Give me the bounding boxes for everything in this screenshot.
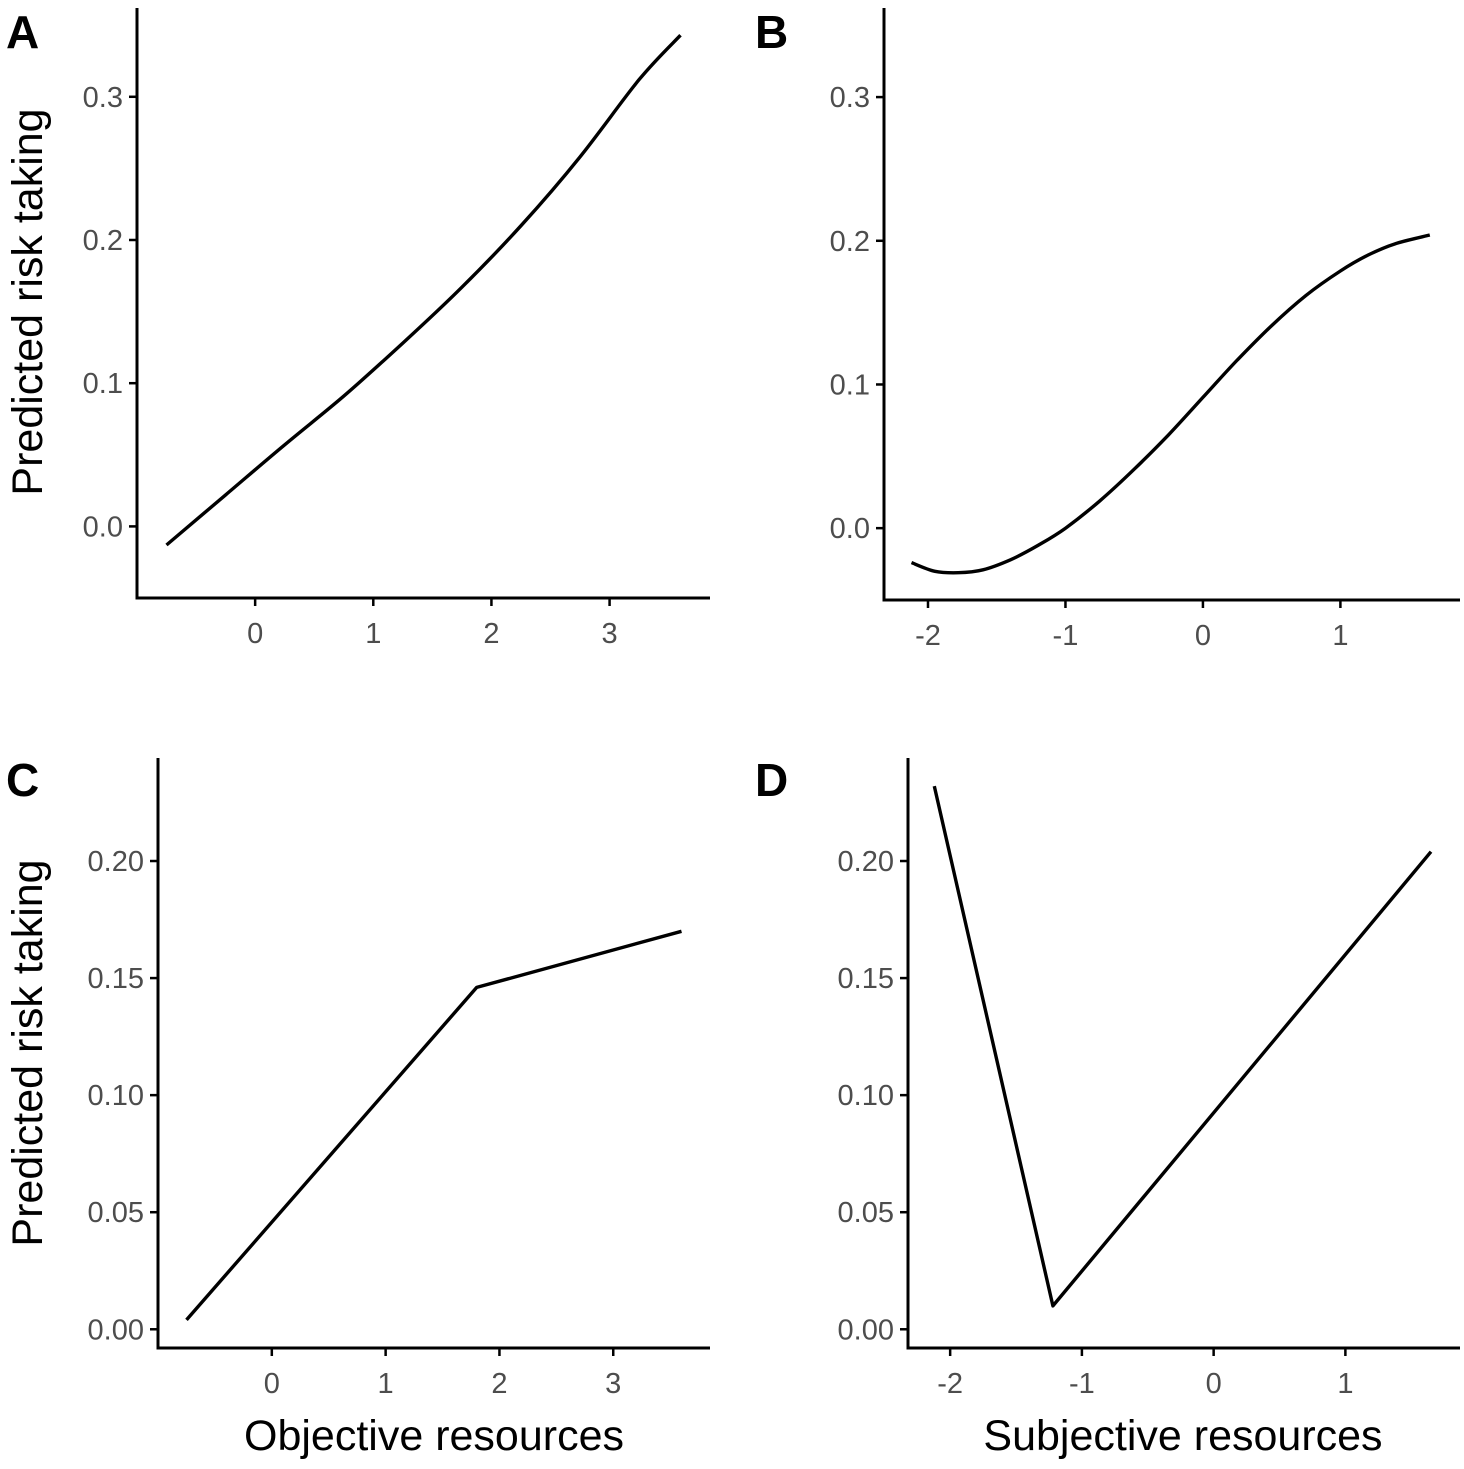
x-tick-label: 1 — [1332, 620, 1348, 652]
panel-c: C 0.00 0.05 0.10 0.15 0.20 0 1 2 3 — [6, 754, 710, 1400]
x-tick-label: 1 — [365, 618, 381, 650]
panel-letter: A — [6, 6, 39, 58]
panel-a: A 0.0 0.1 0.2 0.3 0 1 2 3 — [6, 6, 710, 650]
y-tick-label: 0.1 — [830, 369, 870, 401]
panel-b: B 0.0 0.1 0.2 0.3 -2 -1 0 1 — [755, 6, 1460, 652]
y-tick-label: 0.0 — [830, 513, 870, 545]
y-tick-label: 0.10 — [88, 1080, 144, 1112]
series-line — [910, 233, 1431, 575]
y-tick-label: 0.3 — [830, 82, 870, 114]
x-tick-label: -2 — [915, 620, 941, 652]
x-tick-label: 3 — [602, 618, 618, 650]
y-tick-label: 0.10 — [838, 1080, 894, 1112]
x-tick-label: -1 — [1053, 620, 1079, 652]
y-axis-title-bottom: Predicted risk taking — [4, 859, 52, 1246]
series-line — [165, 34, 682, 547]
panel-letter: D — [755, 754, 788, 806]
y-tick-label: 0.1 — [83, 368, 123, 400]
y-tick-label: 0.2 — [83, 225, 123, 257]
panel-letter: C — [6, 754, 39, 806]
y-tick-label: 0.00 — [88, 1314, 144, 1346]
x-tick-label: 3 — [605, 1368, 621, 1400]
x-tick-label: 0 — [264, 1368, 280, 1400]
y-tick-label: 0.05 — [838, 1197, 894, 1229]
x-axis-title-subjective: Subjective resources — [983, 1412, 1382, 1460]
y-tick-label: 0.0 — [83, 511, 123, 543]
y-tick-label: 0.20 — [838, 846, 894, 878]
panel-letter: B — [755, 6, 788, 58]
x-tick-label: -2 — [937, 1368, 963, 1400]
x-tick-label: -1 — [1069, 1368, 1095, 1400]
y-tick-label: 0.20 — [88, 846, 144, 878]
y-tick-label: 0.15 — [838, 963, 894, 995]
x-axis-title-objective: Objective resources — [244, 1412, 624, 1460]
y-axis-title-top: Predicted risk taking — [4, 108, 52, 495]
y-tick-label: 0.05 — [88, 1197, 144, 1229]
x-tick-label: 2 — [491, 1368, 507, 1400]
series-line — [932, 785, 1433, 1308]
panel-d: D 0.00 0.05 0.10 0.15 0.20 -2 -1 0 1 — [755, 754, 1460, 1400]
y-tick-label: 0.15 — [88, 963, 144, 995]
series-line — [185, 929, 682, 1322]
x-tick-label: 1 — [1337, 1368, 1353, 1400]
y-tick-label: 0.3 — [83, 82, 123, 114]
x-tick-label: 0 — [1195, 620, 1211, 652]
y-tick-label: 0.2 — [830, 226, 870, 258]
x-tick-label: 0 — [247, 618, 263, 650]
y-tick-label: 0.00 — [838, 1314, 894, 1346]
x-tick-label: 0 — [1206, 1368, 1222, 1400]
x-tick-label: 1 — [378, 1368, 394, 1400]
x-tick-label: 2 — [483, 618, 499, 650]
